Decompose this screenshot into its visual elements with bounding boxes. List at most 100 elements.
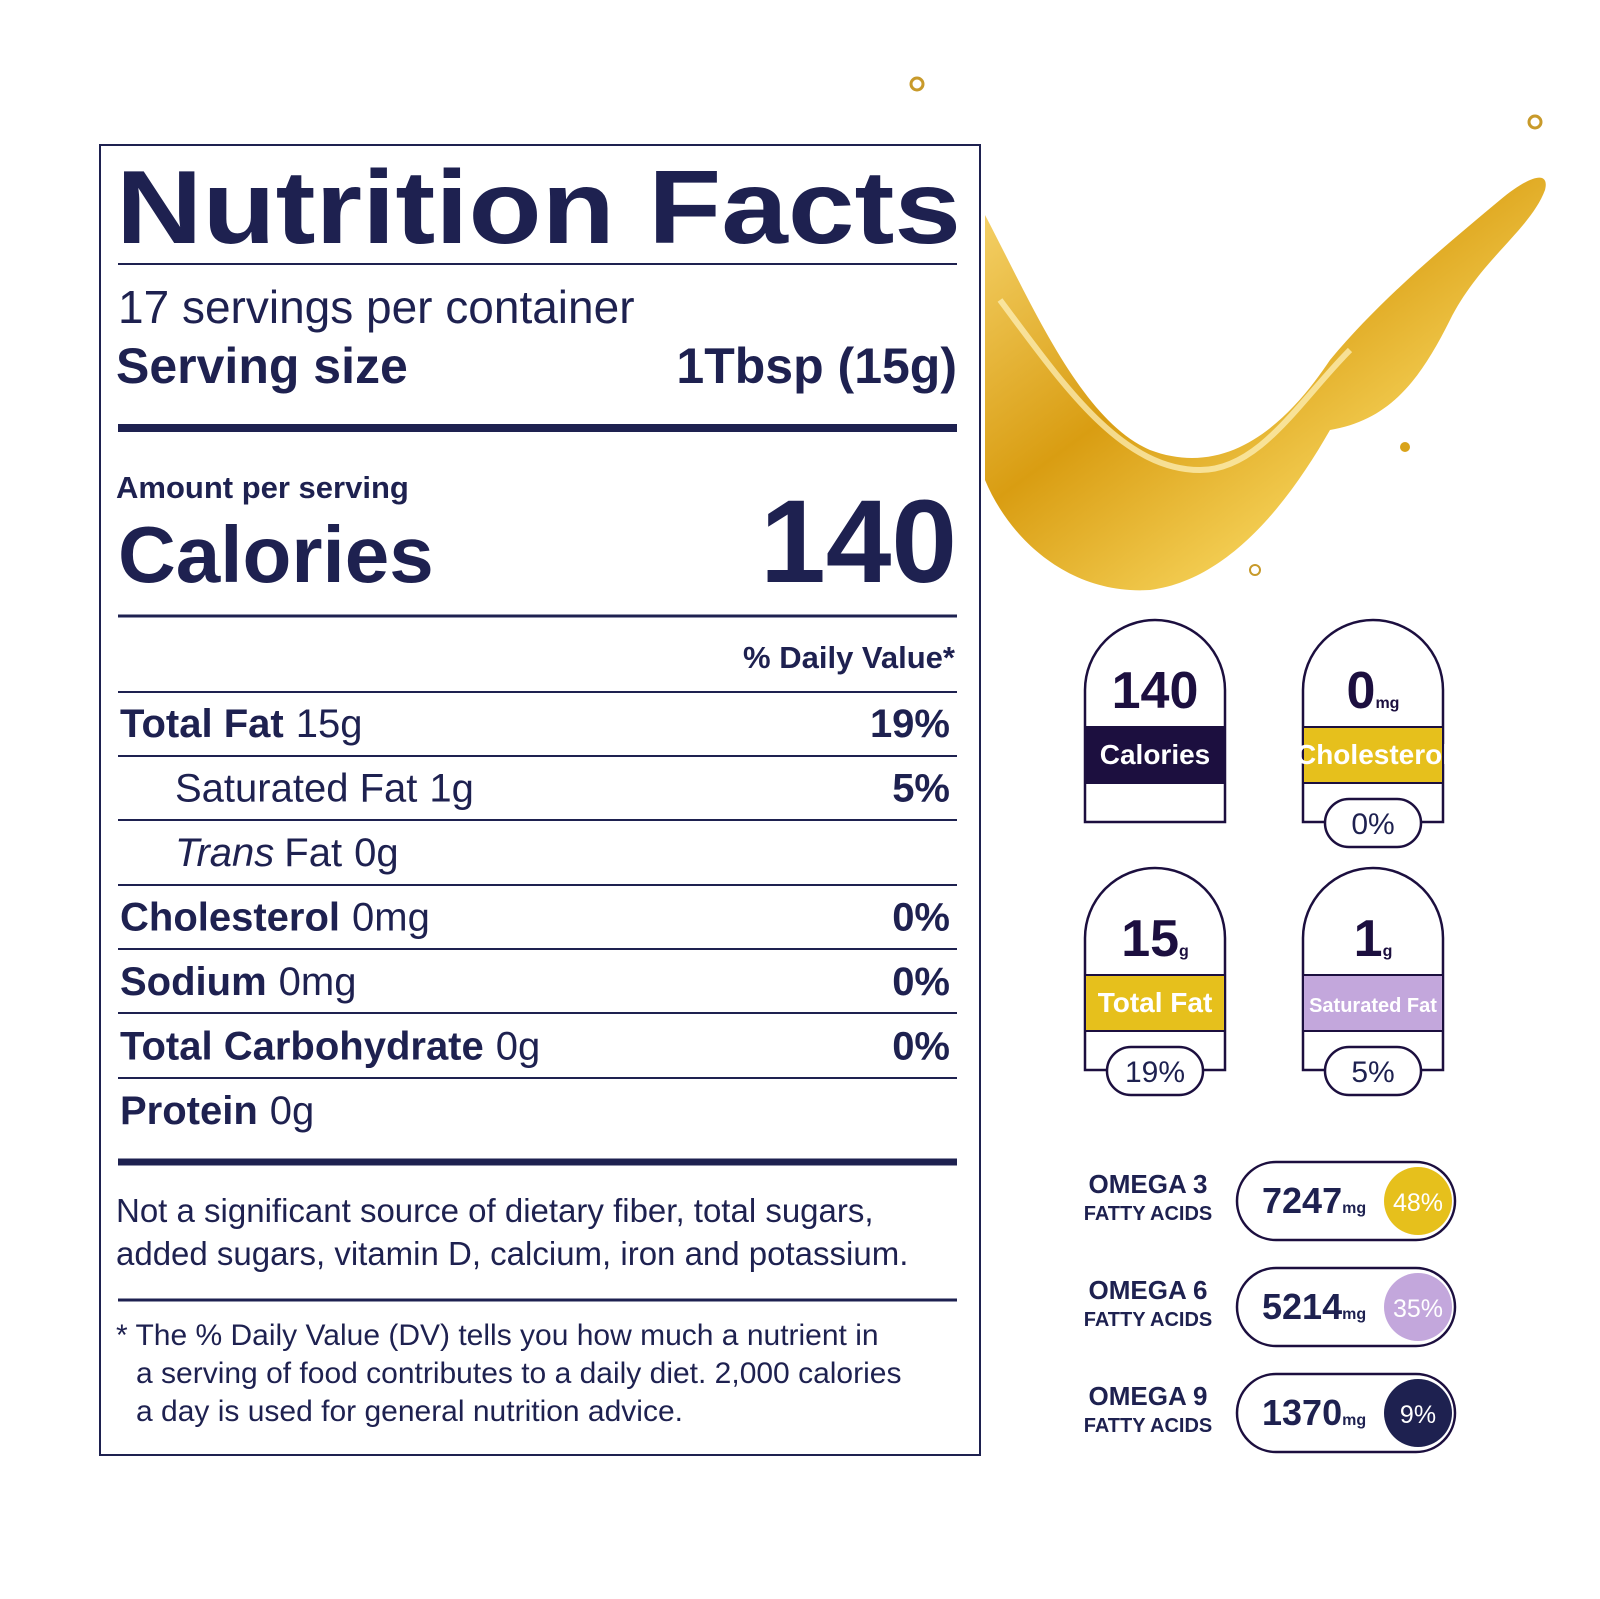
omega-dv-circle — [1384, 1379, 1452, 1447]
badge-dv: 19% — [1125, 1056, 1185, 1089]
nutrient-dv: 0% — [892, 896, 950, 940]
omega-dv-circle — [1384, 1167, 1452, 1235]
footnote-line: a day is used for general nutrition advi… — [136, 1395, 683, 1428]
badge-number: 0 — [1347, 662, 1376, 720]
badge-outline — [1083, 618, 1227, 824]
badge-dv-pill — [1323, 797, 1423, 849]
omega-name: OMEGA 3 — [1089, 1169, 1208, 1199]
omega-dv-circle — [1384, 1273, 1452, 1341]
badge-value: 1g — [1354, 910, 1393, 968]
badge-number: 140 — [1112, 662, 1199, 720]
omega-name: OMEGA 6 — [1089, 1275, 1208, 1305]
nutrient-name: Cholesterol — [120, 896, 340, 940]
oil-splash — [909, 76, 1546, 591]
badge-number: 15 — [1121, 910, 1179, 968]
nutrient-name: Fat — [284, 831, 342, 875]
badge-dv-pill — [1105, 1045, 1205, 1097]
badge: 0mg Cholesterol 0% — [1296, 618, 1450, 849]
omega-row: OMEGA 6 FATTY ACIDS 5214mg 35% — [1084, 1266, 1457, 1348]
badge-band — [1302, 726, 1444, 784]
omega-value: 7247mg — [1262, 1180, 1366, 1221]
nutrient-dv: 0% — [892, 1025, 950, 1069]
badge: 15g Total Fat 19% — [1083, 866, 1227, 1097]
badge-outline — [1301, 618, 1445, 824]
badge-value: 15g — [1121, 910, 1189, 968]
nutrient-name-italic: Trans — [175, 831, 274, 875]
omega-unit: mg — [1342, 1200, 1366, 1217]
droplet — [1249, 564, 1261, 576]
omega-row: OMEGA 3 FATTY ACIDS 7247mg 48% — [1084, 1160, 1457, 1242]
omega-name: OMEGA 9 — [1089, 1381, 1208, 1411]
badge-unit: g — [1383, 943, 1393, 960]
nutrient-row: Saturated Fat 1g — [175, 767, 474, 811]
nutrient-amount: 0g — [354, 831, 399, 875]
omega-number: 1370 — [1262, 1392, 1342, 1433]
nutrient-row: Trans Fat 0g — [175, 831, 399, 875]
nutrient-name: Protein — [120, 1089, 258, 1133]
title: Nutrition Facts — [116, 150, 961, 266]
droplet — [1400, 442, 1410, 452]
badge-label: Saturated Fat — [1309, 995, 1437, 1017]
nutrient-name: Saturated Fat — [175, 767, 417, 811]
omega-value: 5214mg — [1262, 1286, 1366, 1327]
badge-number: 1 — [1354, 910, 1383, 968]
nutrient-row: Protein 0g — [120, 1089, 314, 1133]
nutrient-dv: 19% — [870, 702, 950, 746]
note-line: Not a significant source of dietary fibe… — [116, 1192, 874, 1229]
omega-sub: FATTY ACIDS — [1084, 1309, 1213, 1331]
badge-unit: mg — [1375, 695, 1399, 712]
nutrient-row: Sodium 0mg — [120, 960, 356, 1004]
nutrient-row: Total Carbohydrate 0g — [120, 1025, 540, 1069]
amount-per-serving: Amount per serving — [116, 470, 409, 505]
badge-dv-pill — [1323, 1045, 1423, 1097]
nutrient-amount: 0mg — [279, 960, 357, 1004]
badge-unit: g — [1179, 943, 1189, 960]
nutrient-dv: 5% — [892, 767, 950, 811]
badge-label: Calories — [1100, 739, 1211, 770]
omega-dv: 48% — [1393, 1189, 1443, 1217]
oil-shape — [985, 177, 1546, 591]
nutrient-amount: 1g — [429, 767, 474, 811]
omega-unit: mg — [1342, 1306, 1366, 1323]
nutrient-name: Total Fat — [120, 702, 284, 746]
badge: 140 Calories — [1083, 618, 1227, 824]
omega-sub: FATTY ACIDS — [1084, 1415, 1213, 1437]
badge-value: 140 — [1112, 662, 1199, 720]
badge-dv: 5% — [1351, 1056, 1394, 1089]
badge-band — [1084, 726, 1226, 784]
note-line: added sugars, vitamin D, calcium, iron a… — [116, 1235, 908, 1272]
droplet — [909, 76, 925, 92]
badge-label: Total Fat — [1098, 987, 1213, 1018]
nutrient-name: Sodium — [120, 960, 267, 1004]
serving-size-value: 1Tbsp (15g) — [676, 338, 957, 394]
badge-value: 0mg — [1347, 662, 1400, 720]
nutrient-amount: 0g — [270, 1089, 315, 1133]
badge-outline — [1301, 866, 1445, 1072]
badge-band — [1302, 974, 1444, 1032]
footnote-line: a serving of food contributes to a daily… — [136, 1357, 901, 1390]
nutrient-name: Total Carbohydrate — [120, 1025, 484, 1069]
daily-value-header: % Daily Value* — [743, 640, 956, 675]
nutrient-row: Cholesterol 0mg — [120, 896, 430, 940]
calories-value: 140 — [760, 476, 957, 608]
badge-dv: 0% — [1351, 808, 1394, 841]
omega-row: OMEGA 9 FATTY ACIDS 1370mg 9% — [1084, 1372, 1457, 1454]
droplet — [1527, 114, 1543, 130]
servings: 17 servings per container — [118, 281, 635, 333]
serving-size-label: Serving size — [116, 338, 408, 394]
footnote-line: * The % Daily Value (DV) tells you how m… — [116, 1319, 879, 1352]
label-border — [99, 144, 981, 1456]
omega-sub: FATTY ACIDS — [1084, 1203, 1213, 1225]
omega-number: 7247 — [1262, 1180, 1342, 1221]
omega-dv: 9% — [1400, 1401, 1436, 1429]
label-rules — [118, 263, 957, 1302]
calories-label: Calories — [118, 510, 434, 599]
badge-band — [1084, 974, 1226, 1032]
nutrient-amount: 15g — [296, 702, 363, 746]
omega-unit: mg — [1342, 1412, 1366, 1429]
nutrient-amount: 0mg — [352, 896, 430, 940]
badge-label: Cholesterol — [1296, 739, 1450, 770]
omega-number: 5214 — [1262, 1286, 1342, 1327]
